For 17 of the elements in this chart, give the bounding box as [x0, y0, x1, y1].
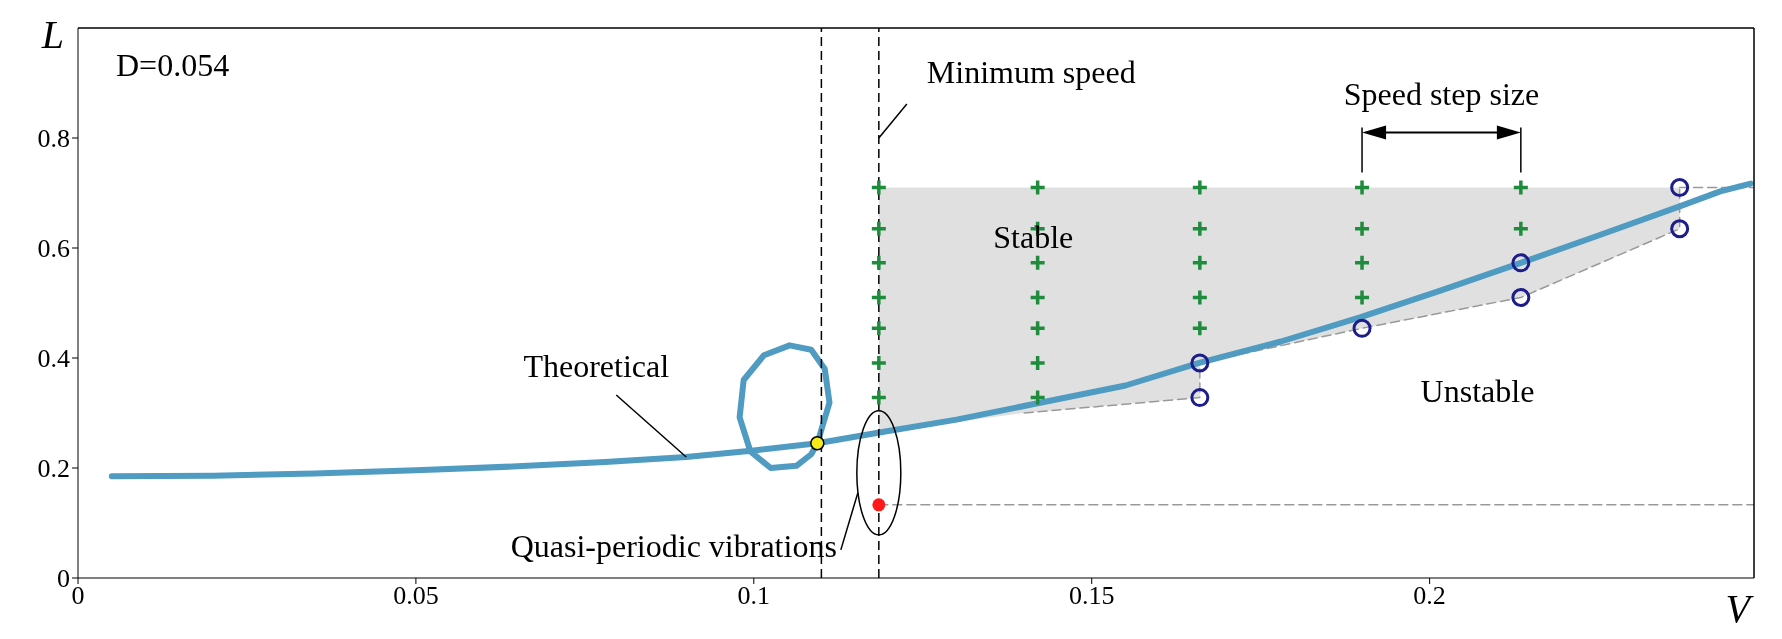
- x-axis-title: V: [1725, 586, 1755, 631]
- annotation: Unstable: [1420, 373, 1535, 409]
- annotation: Stable: [993, 219, 1074, 255]
- series-label: Quasi-periodic vibrations: [510, 527, 837, 564]
- x-tick-label: 0.2: [1413, 581, 1446, 611]
- x-tick-label: 0.15: [1068, 581, 1115, 611]
- y-tick-label: 0.8: [37, 124, 70, 154]
- x-tick-label: 0.1: [737, 581, 771, 611]
- text: Theoretical: [523, 348, 670, 384]
- y-tick-label: 0.6: [37, 234, 70, 264]
- y-axis-title: L: [40, 12, 64, 57]
- y-tick-label: 0.4: [37, 344, 70, 374]
- annotation: D=0.054: [116, 47, 230, 83]
- x-tick-label: 0.05: [393, 581, 439, 611]
- y-tick-label: 0.2: [37, 454, 70, 484]
- annotation: Speed step size: [1343, 75, 1540, 112]
- ref-line-label: Minimum speed: [926, 54, 1136, 90]
